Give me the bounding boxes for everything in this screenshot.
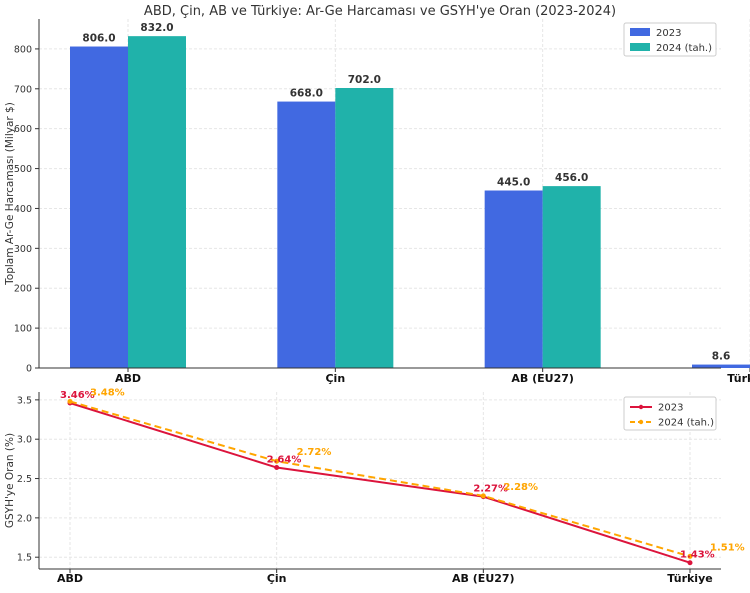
x-tick-label: Türkiye (727, 372, 750, 385)
bar (70, 46, 128, 368)
y-tick-label: 1.5 (17, 553, 32, 564)
y-tick-label: 2.0 (17, 513, 32, 524)
y-tick-label: 200 (14, 284, 32, 295)
x-tick-label: ABD (115, 372, 141, 385)
point-value-label: 3.48% (90, 387, 125, 398)
data-point (687, 560, 693, 566)
point-value-label: 1.51% (710, 542, 745, 553)
bar-value-label: 806.0 (82, 33, 115, 45)
legend-marker (638, 404, 644, 410)
point-value-label: 2.64% (267, 455, 302, 466)
data-point (687, 553, 693, 559)
bar (335, 88, 394, 368)
bar-chart-panel: 806.0668.0445.08.6832.0702.0456.09.20100… (4, 19, 750, 385)
y-tick-label: 400 (14, 204, 32, 215)
y-tick-label: 100 (14, 324, 32, 335)
bar (692, 364, 750, 368)
point-value-label: 2.27% (473, 484, 508, 495)
legend-swatch (630, 43, 650, 51)
point-value-label: 2.72% (297, 447, 332, 458)
x-tick-label: Çin (325, 372, 345, 385)
legend-label: 2023 (658, 403, 683, 414)
bar-value-label: 668.0 (290, 88, 323, 100)
data-point (480, 493, 486, 499)
point-value-label: 3.46% (60, 390, 95, 401)
data-point (67, 398, 73, 404)
bar (277, 101, 336, 369)
y-axis-label: Toplam Ar-Ge Harcaması (Milyar $) (4, 102, 16, 286)
y-tick-label: 700 (14, 84, 32, 95)
y-axis-label: GSYH'ye Oran (%) (4, 433, 16, 528)
point-value-label: 2.28% (503, 482, 538, 493)
line-chart-panel: 3.46% 2.64% 2.27% 1.43% 3.48% 2.72% 2.28% 1.51%… (4, 387, 745, 585)
legend-label: 2023 (656, 28, 681, 39)
data-point (274, 458, 280, 464)
series-line (69, 400, 691, 558)
legend-label: 2024 (tah.) (656, 43, 712, 54)
legend-swatch (630, 28, 650, 36)
legend: 2023 2024 (tah.) (623, 22, 717, 57)
legend-label: 2024 (tah.) (658, 418, 714, 429)
legend: 2023 2024 (tah.) (623, 396, 717, 431)
y-tick-label: 300 (14, 244, 32, 255)
y-tick-label: 2.5 (17, 474, 32, 485)
x-tick-label: AB (EU27) (452, 572, 515, 585)
x-tick-label: Türkiye (667, 572, 712, 585)
bar (484, 190, 543, 368)
x-tick-label: ABD (57, 572, 83, 585)
bar-value-label: 456.0 (555, 172, 588, 184)
y-tick-label: 500 (14, 164, 32, 175)
bar (542, 186, 601, 368)
y-tick-label: 600 (14, 124, 32, 135)
y-tick-label: 3.5 (17, 395, 32, 406)
series-line (69, 402, 691, 564)
data-point (274, 465, 280, 471)
y-tick-label: 800 (14, 44, 32, 55)
bar-value-label: 445.0 (497, 177, 530, 189)
chart-title: ABD, Çin, AB ve Türkiye: Ar-Ge Harcaması… (144, 4, 616, 19)
point-value-label: 1.43% (680, 550, 715, 561)
y-tick-label: 3.0 (17, 435, 32, 446)
bar-value-label: 832.0 (140, 22, 173, 34)
bar-value-label: 8.6 (712, 351, 731, 363)
legend-marker (638, 419, 644, 425)
bar-value-label: 702.0 (348, 74, 381, 86)
y-tick-label: 0 (26, 364, 32, 375)
x-tick-label: Çin (267, 572, 287, 585)
bar (128, 36, 186, 369)
x-tick-label: AB (EU27) (511, 372, 574, 385)
